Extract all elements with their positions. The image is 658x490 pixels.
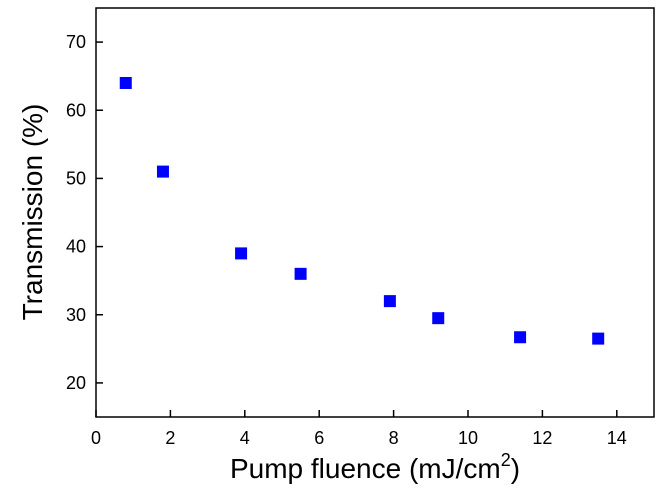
x-tick-label: 8 bbox=[389, 428, 399, 448]
data-point bbox=[383, 295, 396, 308]
x-tick-label: 10 bbox=[458, 428, 478, 448]
x-tick-label: 14 bbox=[607, 428, 627, 448]
data-point bbox=[156, 165, 169, 178]
x-axis-ticks: 0 2 4 6 8 10 12 14 bbox=[91, 410, 627, 448]
data-point bbox=[119, 76, 132, 89]
x-tick-label: 0 bbox=[91, 428, 101, 448]
x-axis-title-text: Pump fluence (mJ/cm bbox=[230, 453, 501, 484]
y-tick-label: 20 bbox=[66, 373, 86, 393]
y-axis-ticks: 20 30 40 50 60 70 bbox=[66, 32, 103, 393]
data-point bbox=[235, 247, 248, 260]
data-point bbox=[432, 312, 445, 325]
y-tick-label: 70 bbox=[66, 32, 86, 52]
y-tick-label: 60 bbox=[66, 100, 86, 120]
x-axis-title-superscript: 2 bbox=[501, 450, 511, 470]
data-point bbox=[514, 331, 527, 344]
data-point bbox=[294, 267, 307, 280]
x-axis-title-suffix: ) bbox=[511, 453, 520, 484]
x-tick-label: 2 bbox=[165, 428, 175, 448]
x-tick-label: 6 bbox=[314, 428, 324, 448]
y-tick-label: 30 bbox=[66, 305, 86, 325]
x-tick-label: 4 bbox=[240, 428, 250, 448]
plot-frame bbox=[95, 7, 655, 418]
x-tick-label: 12 bbox=[532, 428, 552, 448]
data-point bbox=[592, 332, 605, 345]
y-axis-title: Transmission (%) bbox=[17, 104, 48, 321]
y-tick-label: 40 bbox=[66, 237, 86, 257]
x-axis-title: Pump fluence (mJ/cm2) bbox=[230, 450, 520, 484]
data-points bbox=[119, 76, 605, 345]
y-tick-label: 50 bbox=[66, 168, 86, 188]
